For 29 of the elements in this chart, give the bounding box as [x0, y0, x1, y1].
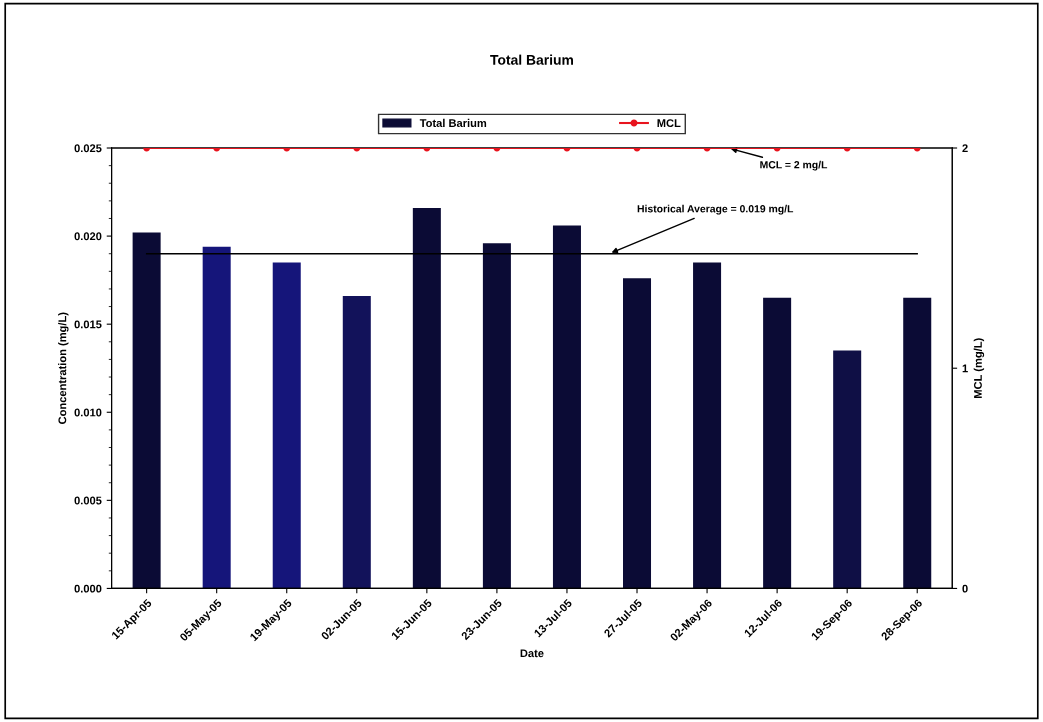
y2-tick-label: 2 [962, 144, 968, 153]
annotation: MCL = 2 mg/L [760, 160, 828, 171]
y2-tick-label: 1 [962, 364, 968, 373]
ref-line-label: Historical Average = 0.019 mg/L [637, 204, 794, 215]
y-axis-title: Concentration (mg/L) [58, 312, 69, 424]
y-tick-label: 0.015 [74, 320, 102, 329]
y-tick-label: 0.005 [74, 496, 102, 505]
bar [693, 262, 722, 589]
y2-axis-title: MCL (mg/L) [973, 338, 985, 398]
y-tick-label: 0.010 [74, 408, 102, 417]
bar [342, 295, 371, 589]
bar [623, 278, 652, 589]
chart-title: Total Barium [490, 54, 573, 65]
bar [903, 297, 932, 589]
bar [833, 350, 862, 589]
bar [202, 246, 231, 589]
bar [482, 243, 511, 589]
bar [552, 225, 581, 589]
y-tick-label: 0.020 [74, 232, 102, 241]
legend-label: Total Barium [419, 118, 487, 128]
x-axis-title: Date [520, 649, 544, 658]
bar [412, 207, 441, 589]
bar [132, 232, 161, 589]
y2-tick-label: 0 [962, 584, 968, 593]
bar [763, 297, 792, 589]
y-tick-label: 0.000 [74, 584, 102, 593]
bar [272, 262, 301, 589]
y-tick-label: 0.025 [74, 144, 102, 153]
legend-label: MCL [657, 119, 681, 128]
